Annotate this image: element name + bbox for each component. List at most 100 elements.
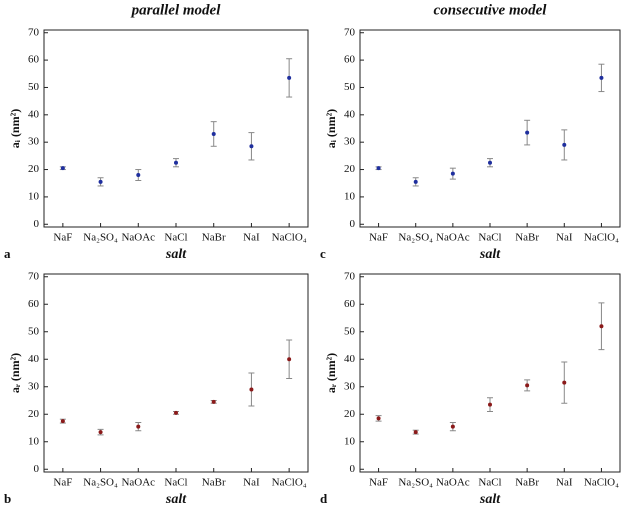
y-tick-label: 0 [350,218,356,230]
data-point [136,424,141,429]
y-tick-label: 40 [344,108,356,120]
x-tick-label: NaClO₄ [584,477,619,489]
x-tick-label: NaCl [164,232,187,244]
y-tick-label: 10 [344,435,356,447]
y-tick-label: 60 [344,54,356,66]
y-tick-label: 60 [28,54,40,66]
y-tick-label: 10 [28,435,40,447]
data-point [525,383,530,388]
data-point [98,179,103,184]
x-tick-label: NaF [369,477,388,489]
plot-frame [359,273,621,473]
y-tick-label: 20 [344,408,356,420]
x-tick-label: NaOAc [436,232,470,244]
data-point [249,387,254,392]
panel-title: consecutive model [434,2,548,18]
panel-label: c [320,246,326,261]
x-tick-label: Na₂SO₄ [83,477,118,489]
x-axis-label: salt [479,247,501,262]
panel-label: a [4,246,11,261]
x-tick-label: NaCl [478,477,501,489]
y-tick-label: 70 [344,26,356,38]
x-tick-label: NaCl [478,232,501,244]
y-tick-label: 50 [344,325,356,337]
y-tick-label: 60 [28,298,40,310]
data-point [376,416,381,421]
y-tick-label: 30 [344,380,356,392]
data-point [211,131,216,136]
y-tick-label: 40 [28,108,40,120]
data-point [562,142,567,147]
panel-label: d [320,491,328,506]
y-tick-label: 30 [344,136,356,148]
data-point [525,130,530,135]
data-point [488,160,492,165]
x-axis-label: salt [165,247,187,262]
x-tick-label: NaI [243,477,260,489]
y-tick-label: 40 [28,353,40,365]
y-tick-label: 70 [28,270,40,282]
y-tick-label: 50 [28,325,40,337]
x-tick-label: NaOAc [121,232,155,244]
plot-frame [43,273,309,473]
data-point [599,75,604,80]
y-tick-label: 20 [28,408,40,420]
y-tick-label: 0 [34,218,40,230]
data-point [413,430,418,435]
x-tick-label: Na₂SO₄ [398,232,433,244]
data-point [376,166,381,171]
data-point [60,166,65,171]
panel-label: b [4,491,11,506]
x-tick-label: NaClO₄ [272,477,307,489]
y-tick-label: 0 [34,463,40,475]
x-axis-label: salt [165,492,187,507]
data-point [211,399,216,404]
x-tick-label: NaF [53,232,72,244]
plot-frame [359,29,621,228]
x-tick-label: Na₂SO₄ [398,477,433,489]
data-point [136,173,141,178]
y-tick-label: 10 [344,190,356,202]
x-tick-label: NaBr [515,232,539,244]
x-tick-label: NaClO₄ [272,232,307,244]
x-tick-label: NaCl [164,477,187,489]
y-axis-label: aᵣ (nm²) [8,353,22,393]
data-point [60,419,65,424]
data-point [174,410,178,415]
y-tick-label: 20 [28,163,40,175]
x-tick-label: NaClO₄ [584,232,619,244]
data-point [98,430,103,435]
x-tick-label: NaBr [202,477,226,489]
x-tick-label: NaF [53,477,72,489]
x-axis-label: salt [479,492,501,507]
y-axis-label: aᵢ (nm²) [8,109,22,148]
x-tick-label: NaI [556,477,573,489]
plot-frame [43,29,309,228]
data-point [450,424,455,429]
y-tick-label: 70 [344,270,356,282]
x-tick-label: NaOAc [436,477,470,489]
x-tick-label: NaI [556,232,573,244]
y-tick-label: 0 [350,463,356,475]
x-tick-label: NaOAc [121,477,155,489]
y-tick-label: 30 [28,136,40,148]
data-point [249,144,254,149]
data-point [450,171,455,176]
y-tick-label: 50 [28,81,40,93]
x-tick-label: NaBr [202,232,226,244]
x-tick-label: NaBr [515,477,539,489]
y-tick-label: 20 [344,163,356,175]
y-tick-label: 50 [344,81,356,93]
y-tick-label: 60 [344,298,356,310]
y-tick-label: 10 [28,190,40,202]
x-tick-label: Na₂SO₄ [83,232,118,244]
data-point [413,179,418,184]
y-tick-label: 40 [344,353,356,365]
y-axis-label: aᵢ (nm²) [324,109,338,148]
data-point [287,75,292,80]
y-tick-label: 30 [28,380,40,392]
x-tick-label: NaI [243,232,260,244]
data-point [287,357,292,362]
data-point [562,380,567,385]
y-axis-label: aᵣ (nm²) [324,353,338,393]
